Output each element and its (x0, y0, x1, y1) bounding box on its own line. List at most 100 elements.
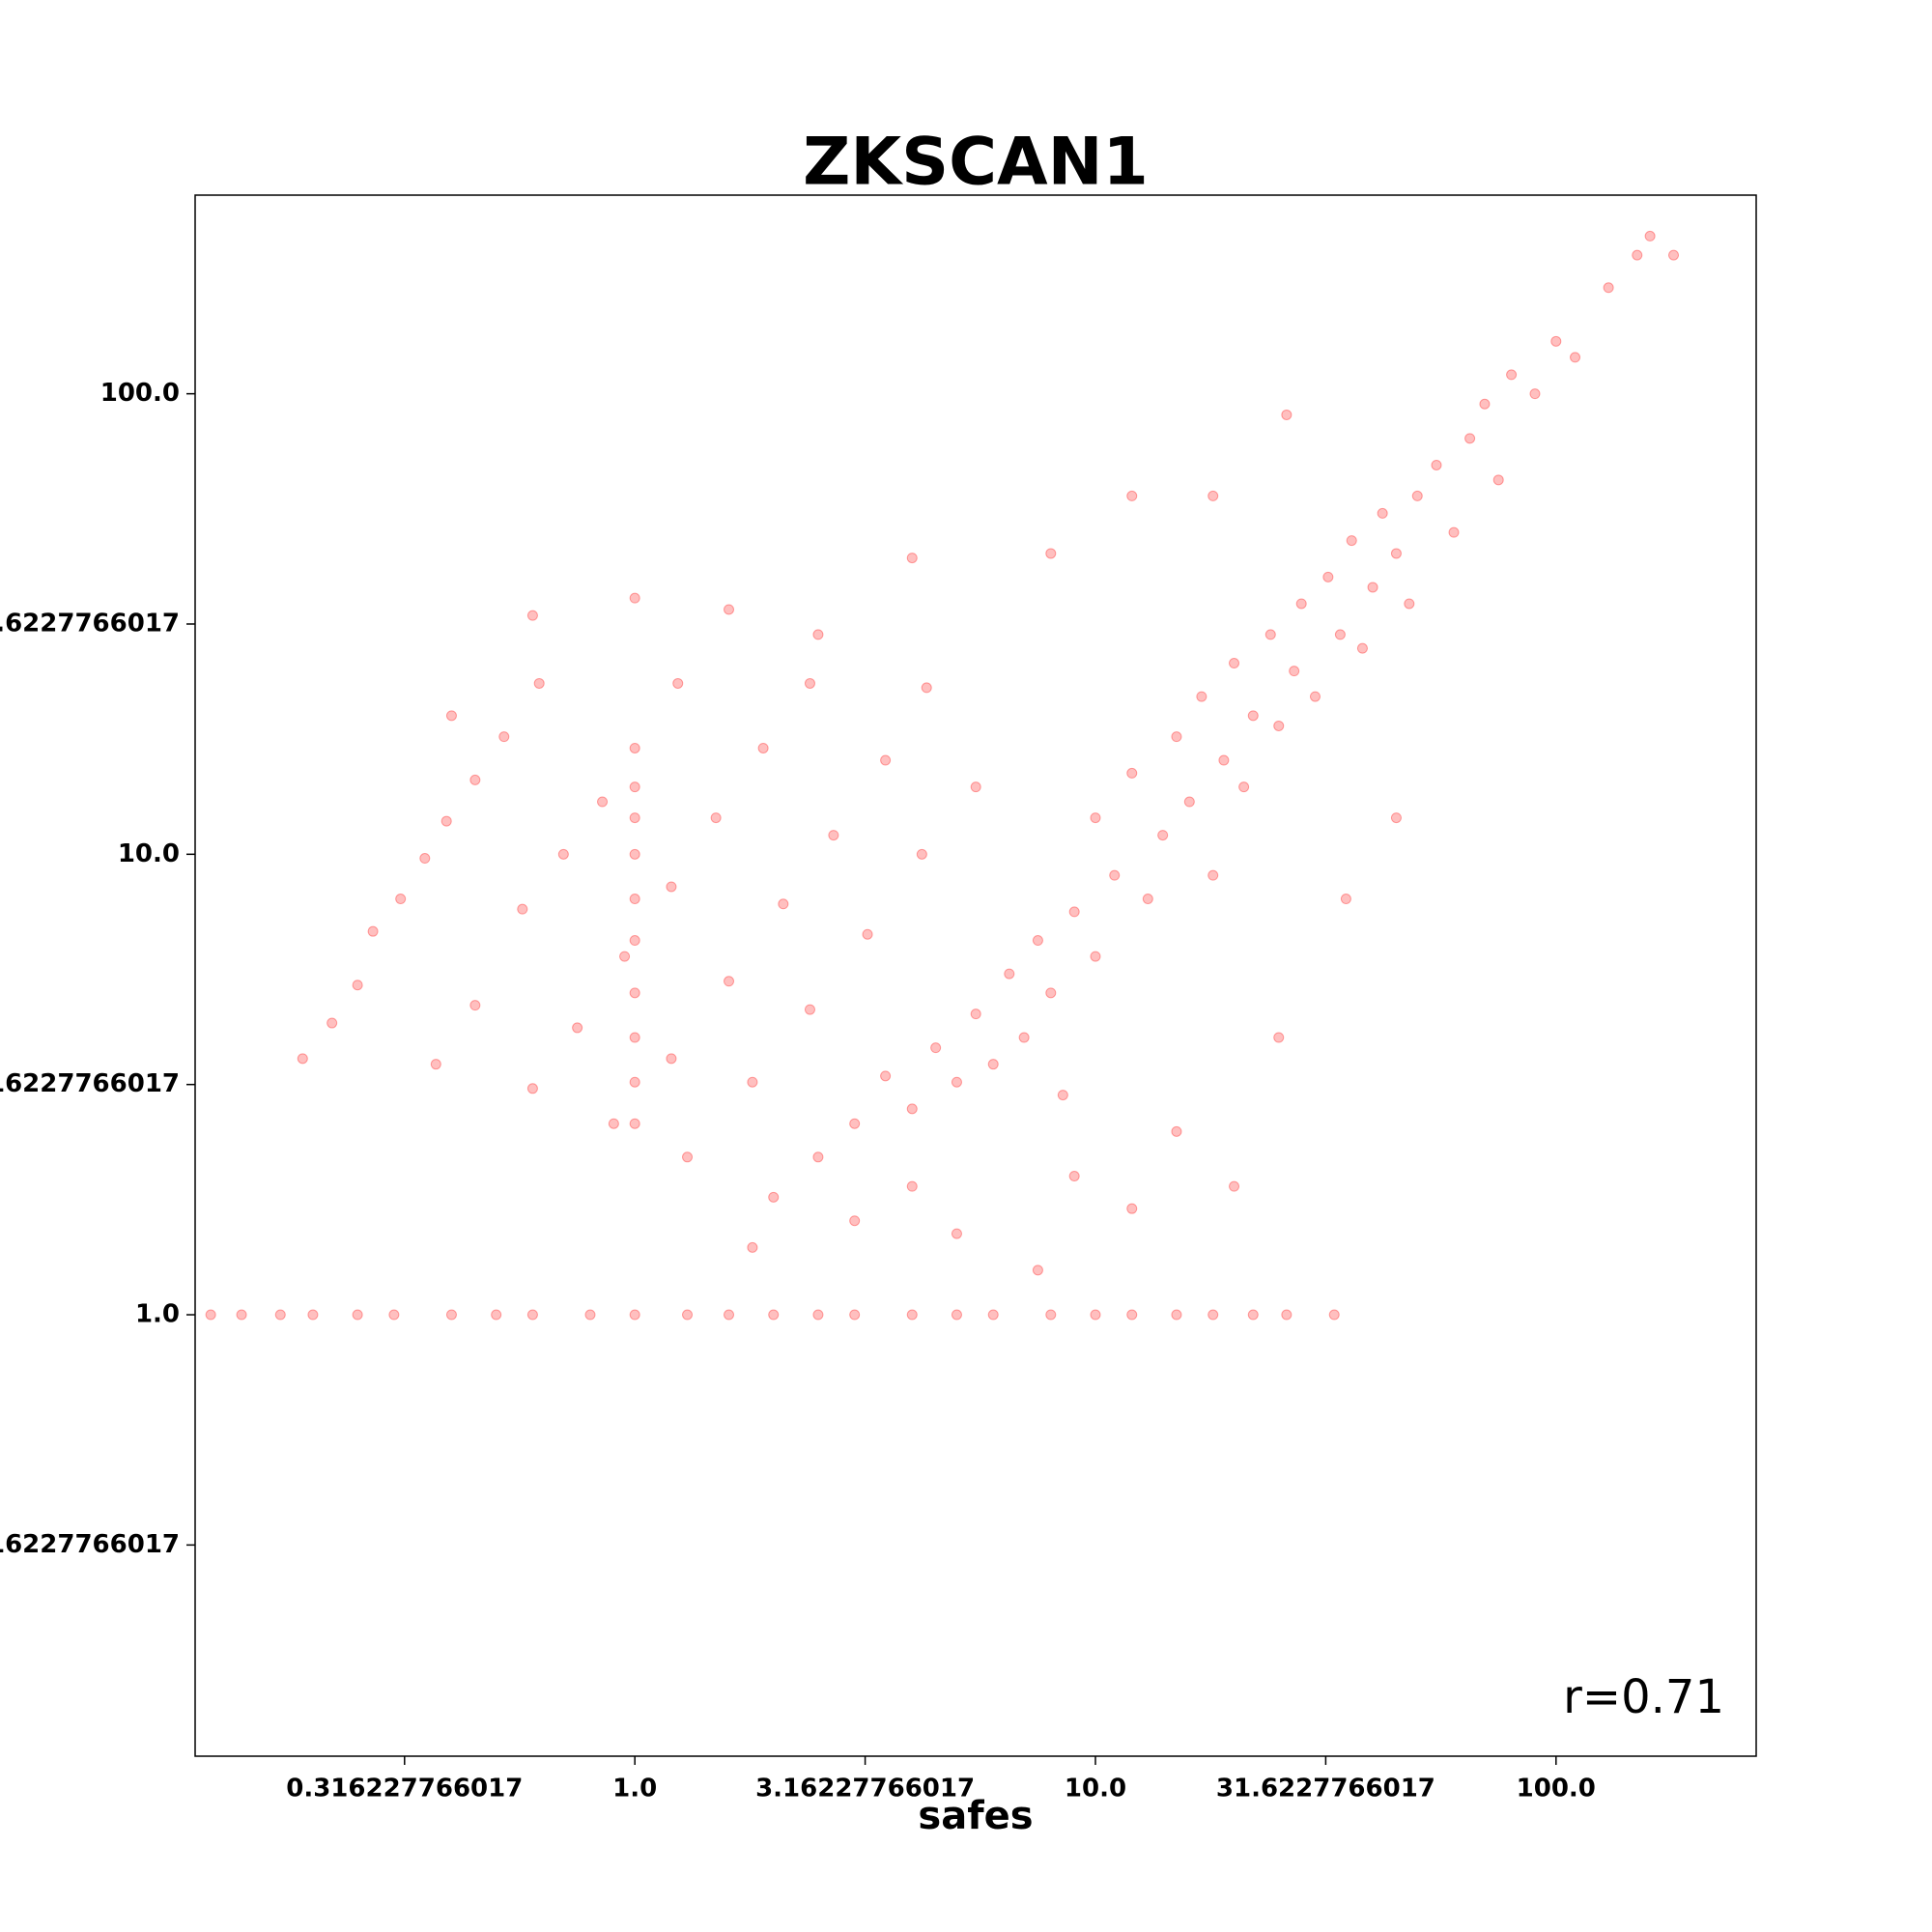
data-point (236, 1309, 247, 1321)
data-point (849, 1309, 861, 1321)
data-point (205, 1309, 216, 1321)
data-point (1668, 249, 1680, 261)
data-point (1196, 691, 1208, 702)
data-point (812, 1151, 824, 1163)
data-point (1090, 951, 1101, 962)
data-point (1004, 968, 1015, 980)
data-point (747, 1241, 758, 1253)
data-point (419, 853, 431, 865)
data-point (1340, 894, 1351, 905)
data-point (1322, 571, 1334, 582)
data-point (445, 710, 457, 722)
data-point (619, 951, 631, 962)
data-point (724, 1309, 735, 1321)
data-point (1109, 869, 1121, 881)
data-point (1057, 1090, 1068, 1101)
data-point (1390, 548, 1402, 559)
data-point (1171, 731, 1182, 743)
data-point (849, 1215, 861, 1227)
data-point (1309, 691, 1321, 702)
y-tick-label: 3.16227766017 (0, 1069, 180, 1098)
data-point (921, 682, 932, 694)
data-point (666, 881, 677, 893)
y-tick-label: 31.6227766017 (0, 609, 180, 638)
data-point (1171, 1125, 1182, 1137)
data-point (804, 1004, 815, 1015)
data-point (906, 1180, 918, 1192)
data-point (906, 1103, 918, 1115)
data-point (757, 742, 769, 753)
y-tick-label: 100.0 (100, 379, 180, 408)
data-point (1346, 535, 1357, 547)
data-point (1632, 249, 1643, 261)
data-point (395, 894, 407, 905)
x-tick-label: 0.316227766017 (286, 1775, 523, 1804)
data-point (498, 731, 510, 743)
x-tick-label: 100.0 (1517, 1775, 1596, 1804)
data-point (1404, 598, 1415, 610)
data-point (1328, 1309, 1340, 1321)
x-tick-label: 10.0 (1065, 1775, 1126, 1804)
data-point (1411, 490, 1423, 501)
data-point (1126, 1309, 1138, 1321)
data-point (469, 774, 481, 785)
data-point (1492, 474, 1504, 486)
data-point (724, 976, 735, 987)
x-tick-label: 3.16227766017 (755, 1775, 975, 1804)
data-point (629, 1118, 640, 1129)
data-point (1431, 459, 1442, 470)
annotation: r=0.71 (1563, 1670, 1724, 1724)
data-point (812, 1309, 824, 1321)
data-point (1068, 1171, 1080, 1182)
data-point (682, 1309, 694, 1321)
x-tick-label: 31.6227766017 (1216, 1775, 1435, 1804)
data-point (1045, 548, 1057, 559)
data-point (1229, 658, 1240, 669)
data-point (880, 754, 892, 766)
data-point (1247, 710, 1259, 722)
data-point (987, 1309, 999, 1321)
data-point (1273, 1032, 1285, 1043)
data-point (951, 1228, 962, 1239)
data-point (1183, 796, 1195, 808)
data-point (629, 848, 640, 860)
data-point (1281, 409, 1293, 420)
y-tick-label: 10.0 (118, 839, 180, 868)
data-point (440, 815, 452, 827)
data-point (916, 848, 927, 860)
data-point (491, 1309, 502, 1321)
data-point (1238, 781, 1250, 793)
data-point (747, 1076, 758, 1088)
data-point (970, 1009, 981, 1020)
data-point (778, 898, 789, 910)
data-point (629, 742, 640, 753)
data-point (1045, 1309, 1057, 1321)
data-point (906, 1309, 918, 1321)
data-point (930, 1042, 942, 1054)
data-point (629, 812, 640, 824)
data-point (1464, 433, 1476, 444)
data-point (1045, 987, 1057, 999)
data-point (629, 935, 640, 947)
axes-frame (194, 194, 1757, 1757)
data-point (970, 781, 981, 793)
data-point (1032, 935, 1043, 947)
data-point (987, 1059, 999, 1070)
data-point (1090, 1309, 1101, 1321)
x-tick-label: 1.0 (612, 1775, 657, 1804)
data-point (1126, 767, 1138, 779)
data-point (526, 1309, 538, 1321)
data-point (629, 894, 640, 905)
data-point (666, 1053, 677, 1065)
data-point (1448, 526, 1460, 538)
data-point (469, 1000, 481, 1011)
data-point (445, 1309, 457, 1321)
data-point (849, 1118, 861, 1129)
data-point (297, 1053, 308, 1065)
data-point (672, 677, 684, 689)
data-point (629, 1309, 640, 1321)
data-point (517, 903, 528, 915)
data-point (557, 848, 569, 860)
data-point (1208, 1309, 1219, 1321)
